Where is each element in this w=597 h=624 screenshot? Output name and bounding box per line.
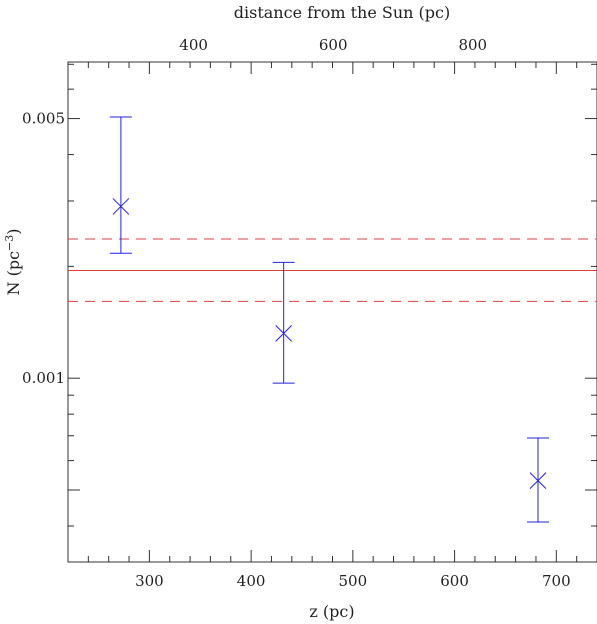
y-axis-title-close: ) xyxy=(4,229,23,235)
y-tick-label: 0.001 xyxy=(22,369,65,387)
data-point-marker xyxy=(529,472,547,489)
axis-ticks: 300 400 500 600 700 400 600 800 0.001 0.005 xyxy=(22,36,597,590)
top-axis-title: distance from the Sun (pc) xyxy=(234,3,450,22)
y-axis-title-main: N (pc xyxy=(4,251,23,296)
data-point-marker xyxy=(112,198,130,215)
top-tick-label: 800 xyxy=(458,36,487,54)
x-tick-label: 400 xyxy=(237,572,266,590)
top-tick-label: 600 xyxy=(319,36,348,54)
x-tick-label: 600 xyxy=(440,572,469,590)
y-axis-title: N (pc−3) xyxy=(3,229,23,296)
y-axis-title-exponent: −3 xyxy=(3,235,16,251)
reference-lines xyxy=(68,238,597,302)
data-point-marker xyxy=(275,325,293,342)
data-points xyxy=(109,116,549,523)
plot-frame xyxy=(67,61,597,563)
top-tick-label: 400 xyxy=(179,36,208,54)
x-tick-label: 500 xyxy=(339,572,368,590)
x-tick-label: 300 xyxy=(135,572,164,590)
x-tick-label: 700 xyxy=(542,572,571,590)
x-axis-title: z (pc) xyxy=(309,602,354,621)
y-tick-label: 0.005 xyxy=(22,110,65,128)
